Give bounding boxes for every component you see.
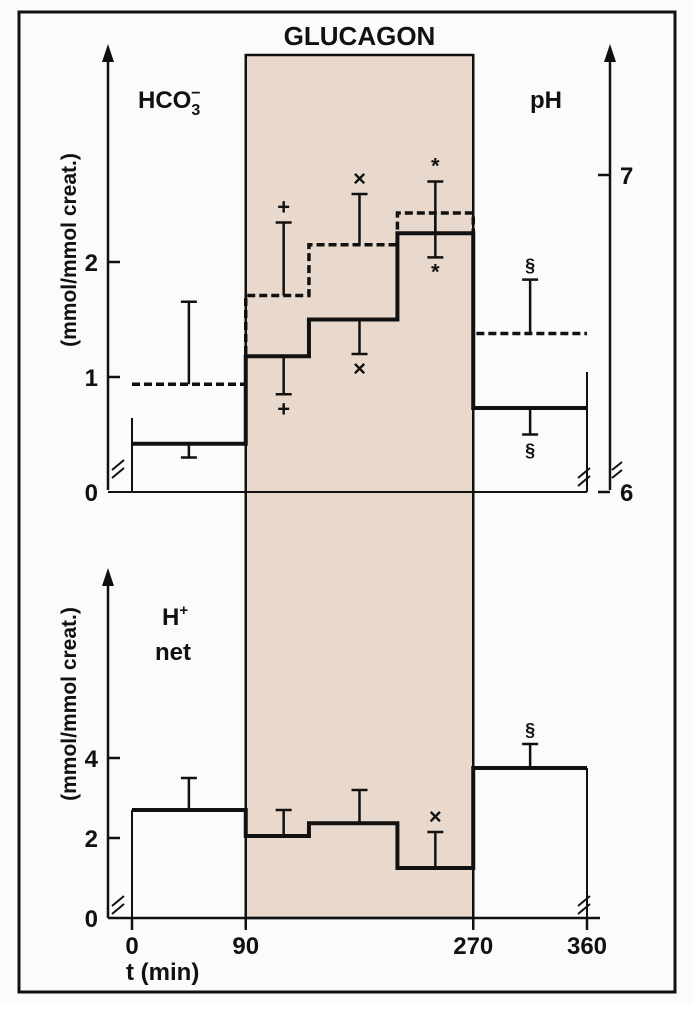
top-left-tick-label-0: 0 (85, 480, 98, 507)
bottom-y-axis-label: (mmol/mmol creat.) (58, 607, 81, 801)
top-right-axis-break (577, 467, 591, 487)
bottom-left-axis-break (111, 895, 125, 915)
h-plus-mark-4: § (525, 720, 535, 740)
x-tick-label-0: 0 (125, 933, 138, 960)
hco3-label-superscript: − (191, 85, 200, 102)
h-plus-line (132, 766, 587, 870)
top-y-axis-label: (mmol/mmol creat.) (58, 153, 81, 347)
hco3-label: HCO3− (138, 85, 201, 119)
h-plus-label-main: H (162, 604, 179, 631)
bottom-right-axis-break (577, 895, 591, 915)
x-tick-label-360: 360 (567, 933, 607, 960)
bottom-left-axis-arrow (102, 568, 114, 586)
chart-title: GLUCAGON (284, 21, 436, 51)
hco3-mark-4: § (525, 441, 535, 461)
figure-frame (17, 10, 677, 994)
bottom-left-tick-label-2: 2 (85, 826, 98, 853)
bottom-left-tick-label-0: 0 (85, 906, 98, 933)
hco3-mark-3: * (431, 154, 440, 179)
top-right-axis-arrow (604, 44, 616, 62)
x-tick-label-270: 270 (453, 933, 493, 960)
top-left-axis-arrow (102, 44, 114, 62)
ph-mark-1: + (277, 195, 290, 220)
hco3-label-subscript: 3 (191, 102, 200, 119)
top-left-tick-label-1: 1 (85, 365, 98, 392)
x-ticks: 0 90 270 360 (125, 918, 607, 960)
top-left-axis-break (111, 459, 125, 479)
ph-mark-2: × (353, 166, 366, 191)
bottom-left-tick-label-4: 4 (85, 746, 99, 773)
x-axis-label: t (min) (126, 959, 199, 986)
top-left-ticks: 0 1 2 (85, 250, 132, 507)
h-plus-mark-3: × (429, 804, 442, 829)
x-tick-label-90: 90 (232, 933, 259, 960)
hco3-mark-2: × (353, 356, 366, 381)
top-right-tick-label-7: 7 (620, 163, 633, 190)
hco3-line (132, 231, 587, 446)
top-series: + × * § + × * § (132, 154, 587, 461)
h-plus-label-superscript: + (179, 602, 188, 619)
ph-mark-3: * (431, 259, 440, 284)
top-left-tick-label-2: 2 (85, 250, 98, 277)
ph-mark-4: § (525, 256, 535, 276)
ph-line (132, 211, 587, 386)
top-right-axis-break-2 (611, 461, 623, 479)
top-right-ticks: 67 (131, 163, 633, 507)
h-plus-label: H+ (162, 602, 188, 631)
top-right-tick-label-6: 6 (620, 480, 633, 507)
hco3-mark-1: + (277, 396, 290, 421)
hco3-label-main: HCO (138, 87, 191, 114)
bottom-series: ×§ (131, 720, 588, 918)
net-label: net (155, 639, 191, 666)
ph-label: pH (530, 87, 562, 114)
